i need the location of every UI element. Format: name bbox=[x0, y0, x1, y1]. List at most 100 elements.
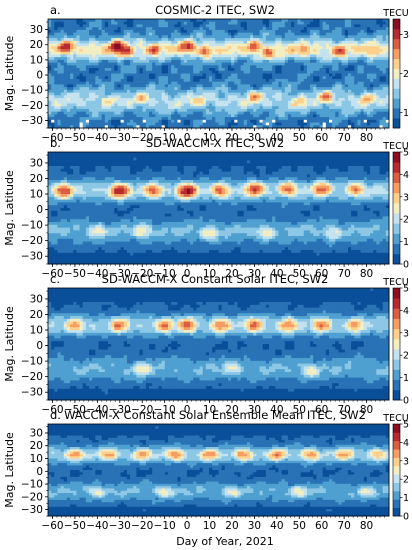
colorbar-segment bbox=[393, 338, 400, 350]
colorbar-segment bbox=[393, 318, 400, 330]
x-tick-label: 20 bbox=[225, 520, 238, 532]
x-tick-label: 80 bbox=[360, 404, 373, 416]
colorbar-segment bbox=[393, 253, 400, 265]
y-tick-label: −30 bbox=[21, 504, 43, 516]
x-tick-label: −30 bbox=[109, 520, 131, 532]
x-tick-label: 40 bbox=[270, 520, 283, 532]
colorbar-label: TECU bbox=[382, 8, 408, 19]
y-tick-label: −20 bbox=[21, 235, 43, 247]
colorbar-label: TECU bbox=[382, 413, 408, 424]
x-tick-label: 60 bbox=[315, 520, 328, 532]
colorbar-frame bbox=[392, 423, 401, 517]
colorbar-tick-label: 2 bbox=[403, 215, 409, 226]
x-tick-label: 70 bbox=[337, 520, 350, 532]
colorbar-segment bbox=[393, 202, 400, 214]
y-tick-label: −20 bbox=[21, 491, 43, 503]
colorbar-segment bbox=[393, 308, 400, 319]
x-tick-label: −30 bbox=[109, 404, 131, 416]
colorbar-tick-label: 1 bbox=[403, 237, 409, 248]
x-tick-label: 70 bbox=[337, 268, 350, 280]
colorbar-segment bbox=[393, 172, 400, 183]
y-tick-label: 10 bbox=[30, 54, 43, 66]
colorbar-segment bbox=[393, 48, 400, 60]
y-tick-label: 30 bbox=[30, 24, 43, 36]
x-tick-label: −40 bbox=[86, 404, 108, 416]
y-tick-label: −10 bbox=[21, 479, 43, 491]
colorbar-segment bbox=[393, 465, 400, 475]
x-tick-label: 40 bbox=[270, 268, 283, 280]
x-tick-label: 60 bbox=[315, 268, 328, 280]
x-tick-label: −10 bbox=[154, 268, 176, 280]
contour-field bbox=[48, 19, 390, 129]
x-tick-label: 0 bbox=[184, 132, 191, 144]
y-tick-label: 0 bbox=[36, 70, 43, 82]
colorbar-segment bbox=[393, 108, 400, 119]
y-tick-label: 20 bbox=[30, 173, 43, 185]
colorbar-tick-label: 3 bbox=[403, 456, 409, 467]
colorbar-segment bbox=[393, 19, 400, 30]
x-tick-label: 50 bbox=[293, 268, 306, 280]
colorbar-segment bbox=[393, 223, 400, 234]
contour-field bbox=[48, 152, 390, 265]
panel-label: d. bbox=[50, 408, 61, 422]
colorbar-tick-label: 4 bbox=[403, 170, 409, 181]
x-tick-label: 20 bbox=[225, 132, 238, 144]
x-tick-label: −20 bbox=[131, 132, 153, 144]
x-tick-label: 50 bbox=[293, 132, 306, 144]
x-tick-label: 80 bbox=[360, 268, 373, 280]
y-axis-label: Mag. Latitude bbox=[3, 432, 16, 508]
x-tick-label: −10 bbox=[154, 132, 176, 144]
panel-label: c. bbox=[50, 272, 60, 286]
colorbar-tick-label: 0 bbox=[403, 260, 409, 271]
x-tick-label: −60 bbox=[41, 404, 63, 416]
x-tick-label: −20 bbox=[131, 520, 153, 532]
colorbar-segment bbox=[393, 162, 400, 173]
colorbar-segment bbox=[393, 192, 400, 204]
x-tick-label: 0 bbox=[184, 268, 191, 280]
x-tick-label: 0 bbox=[184, 520, 191, 532]
x-tick-label: −50 bbox=[64, 404, 86, 416]
colorbar-tick-label: 1 bbox=[403, 108, 409, 119]
colorbar-segment bbox=[393, 298, 400, 309]
x-tick-label: 50 bbox=[293, 520, 306, 532]
colorbar-segment bbox=[393, 499, 400, 509]
y-tick-label: −10 bbox=[21, 85, 43, 97]
x-tick-label: −50 bbox=[64, 268, 86, 280]
x-tick-label: 20 bbox=[225, 268, 238, 280]
colorbar-tick-label: 1 bbox=[403, 493, 409, 504]
x-tick-label: 30 bbox=[248, 404, 261, 416]
x-tick-label: −50 bbox=[64, 520, 86, 532]
colorbar-segment bbox=[393, 118, 400, 129]
colorbar-tick-label: 1 bbox=[403, 373, 409, 384]
colorbar-tick-label: 0 bbox=[403, 512, 409, 523]
colorbar-segment bbox=[393, 288, 400, 299]
y-tick-label: −30 bbox=[21, 115, 43, 127]
x-tick-label: 70 bbox=[337, 404, 350, 416]
colorbar-tick-label: 2 bbox=[403, 351, 409, 362]
x-tick-label: 60 bbox=[315, 132, 328, 144]
y-axis-label: Mag. Latitude bbox=[3, 306, 16, 382]
colorbar-tick-label: 3 bbox=[403, 30, 409, 41]
colorbar-segment bbox=[393, 379, 400, 391]
y-tick-label: 20 bbox=[30, 440, 43, 452]
colorbar-segment bbox=[393, 213, 400, 224]
panel-label: a. bbox=[50, 3, 61, 17]
colorbar-segment bbox=[393, 349, 400, 360]
colorbar-segment bbox=[393, 432, 400, 442]
colorbar-frame bbox=[392, 151, 401, 265]
colorbar-segment bbox=[393, 98, 400, 109]
panel-title: WACCM-X Constant Solar Ensemble Mean ITE… bbox=[64, 408, 366, 422]
contour-field bbox=[48, 288, 390, 401]
colorbar-tick-label: 0 bbox=[403, 396, 409, 407]
x-tick-label: −30 bbox=[109, 132, 131, 144]
colorbar-segment bbox=[393, 457, 400, 467]
x-tick-label: −20 bbox=[131, 268, 153, 280]
y-tick-label: −10 bbox=[21, 356, 43, 368]
y-tick-label: 30 bbox=[30, 427, 43, 439]
x-tick-label: −60 bbox=[41, 268, 63, 280]
x-tick-label: −50 bbox=[64, 132, 86, 144]
x-tick-label: 10 bbox=[203, 132, 216, 144]
x-tick-label: 40 bbox=[270, 404, 283, 416]
